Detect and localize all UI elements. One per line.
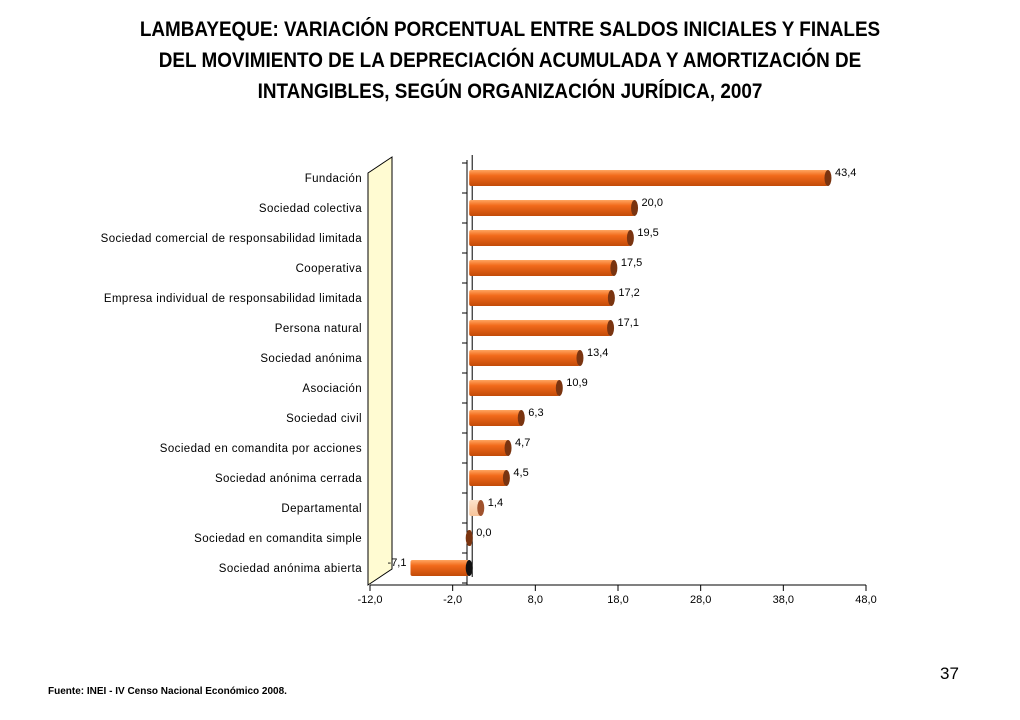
data-label: 17,1: [618, 317, 639, 329]
y-tick-label: Sociedad anónima abierta: [219, 563, 362, 575]
bar-end-cap: [504, 440, 512, 456]
x-tick-label: 48,0: [855, 594, 876, 606]
chart-wall: [367, 156, 393, 586]
bar: [469, 470, 507, 486]
bar-end-cap: [607, 290, 615, 306]
y-tick-label: Cooperativa: [296, 263, 363, 275]
x-tick-label: 8,0: [528, 594, 543, 606]
bar-end-cap: [477, 500, 485, 516]
bar-end-cap: [465, 530, 473, 546]
y-tick-label: Sociedad comercial de responsabilidad li…: [101, 233, 363, 245]
bar-end-cap: [576, 350, 584, 366]
y-tick-label: Empresa individual de responsabilidad li…: [104, 293, 362, 305]
y-tick-label: Sociedad en comandita simple: [194, 533, 362, 545]
bar-end-cap: [607, 320, 615, 336]
bar-end-cap: [465, 560, 473, 576]
bar-end-cap: [517, 410, 525, 426]
chart-title-line-1: LAMBAYEQUE: VARIACIÓN PORCENTUAL ENTRE S…: [139, 18, 881, 41]
y-tick-label: Sociedad anónima: [260, 353, 362, 365]
x-tick-label: 18,0: [607, 594, 628, 606]
y-tick-label: Sociedad civil: [286, 413, 362, 425]
bar: [469, 380, 560, 396]
bar-end-cap: [502, 470, 510, 486]
data-label: 19,5: [637, 227, 658, 239]
bar: [469, 320, 611, 336]
data-label: 4,5: [513, 467, 528, 479]
x-tick-label: -2,0: [443, 594, 462, 606]
data-label: 20,0: [642, 197, 663, 209]
chart-title-line-2: DEL MOVIMIENTO DE LA DEPRECIACIÓN ACUMUL…: [158, 49, 862, 72]
x-tick-label: 38,0: [773, 594, 794, 606]
y-tick-label: Sociedad colectiva: [259, 203, 362, 215]
bar: [469, 290, 612, 306]
data-label: 0,0: [476, 527, 491, 539]
bar: [469, 410, 522, 426]
bar-end-cap: [824, 170, 832, 186]
bar: [469, 440, 509, 456]
x-tick-label: 28,0: [690, 594, 711, 606]
bar: [469, 170, 828, 186]
bar-end-cap: [626, 230, 634, 246]
bar-end-cap: [631, 200, 639, 216]
y-tick-label: Sociedad anónima cerrada: [215, 473, 362, 485]
data-label: -7,1: [388, 557, 407, 569]
data-label: 43,4: [835, 167, 856, 179]
data-label: 17,2: [618, 287, 639, 299]
x-tick-label: -12,0: [357, 594, 382, 606]
y-tick-label: Persona natural: [275, 323, 362, 335]
chart-title: LAMBAYEQUE: VARIACIÓN PORCENTUAL ENTRE S…: [87, 14, 933, 107]
source-note: Fuente: INEI - IV Censo Nacional Económi…: [48, 686, 287, 697]
bar: [469, 260, 614, 276]
bar: [469, 200, 635, 216]
y-tick-label: Sociedad en comandita por acciones: [160, 443, 362, 455]
y-tick-label: Fundación: [305, 173, 362, 185]
y-tick-label: Asociación: [302, 383, 362, 395]
data-label: 13,4: [587, 347, 608, 359]
data-label: 17,5: [621, 257, 642, 269]
y-tick-label: Departamental: [281, 503, 362, 515]
bar: [410, 560, 470, 576]
bar-end-cap: [555, 380, 563, 396]
data-label: 6,3: [528, 407, 543, 419]
data-label: 4,7: [515, 437, 530, 449]
bar: [469, 350, 580, 366]
data-label: 1,4: [488, 497, 503, 509]
data-label: 10,9: [566, 377, 587, 389]
bar: [469, 230, 631, 246]
chart-title-line-3: INTANGIBLES, SEGÚN ORGANIZACIÓN JURÍDICA…: [257, 80, 763, 103]
bar-end-cap: [610, 260, 618, 276]
page-number: 37: [940, 664, 959, 683]
